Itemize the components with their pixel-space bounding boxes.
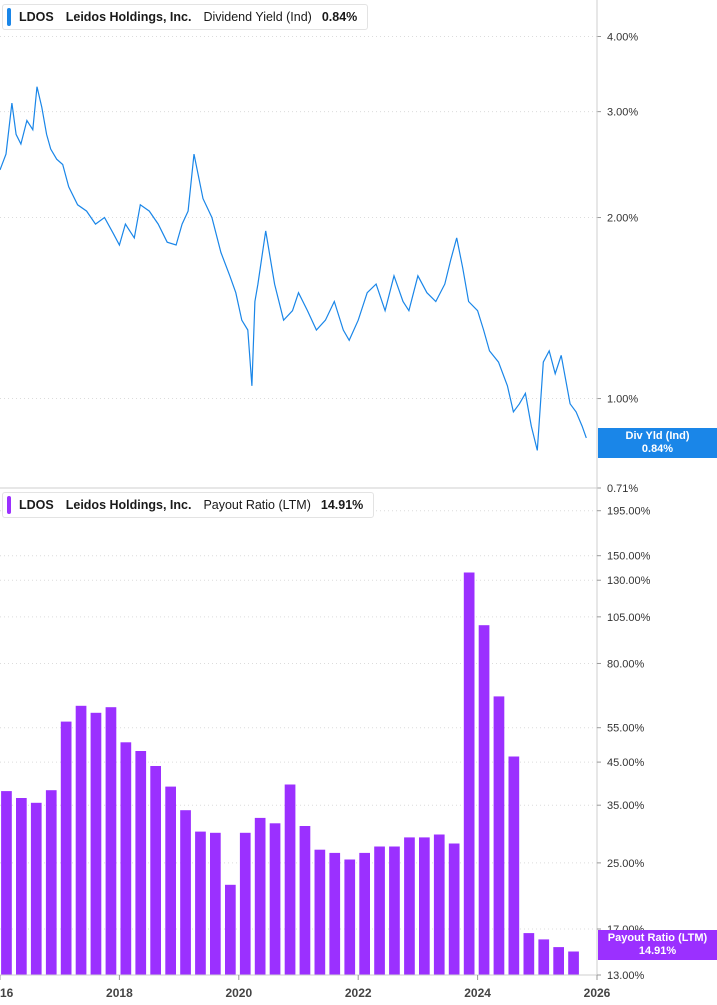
payout-badge-label: Payout Ratio (LTM) — [607, 932, 708, 944]
yield-badge-value: 0.84% — [641, 443, 674, 455]
payout-y-tick-label: 13.00% — [607, 970, 645, 982]
x-tick-label: 2020 — [225, 986, 252, 1000]
payout-y-tick-label: 25.00% — [607, 858, 645, 870]
payout-bar — [463, 572, 475, 975]
x-tick-label: 2018 — [106, 986, 133, 1000]
payout-legend-value: 14.91% — [320, 498, 364, 512]
payout-bar — [553, 947, 564, 975]
yield-badge-label: Div Yld (Ind) — [625, 430, 690, 442]
payout-bar — [210, 832, 221, 975]
payout-legend-ticker: LDOS — [19, 498, 54, 512]
payout-legend: LDOS Leidos Holdings, Inc. Payout Ratio … — [2, 492, 375, 518]
payout-bar — [135, 751, 147, 975]
yield-legend-value: 0.84% — [321, 10, 358, 24]
payout-y-tick-label: 195.00% — [607, 506, 651, 518]
payout-bar — [165, 786, 176, 975]
payout-badge: Payout Ratio (LTM) 14.91% — [598, 930, 717, 960]
yield-y-tick-label: 2.00% — [607, 213, 638, 225]
payout-bar — [150, 766, 161, 975]
x-tick-label: 2016 — [0, 986, 14, 1000]
yield-y-axis: 0.71% 1.00% 2.00% 3.00% 4.00% — [597, 32, 638, 495]
payout-bar — [493, 696, 505, 975]
yield-legend-swatch — [7, 8, 11, 26]
payout-bar — [538, 939, 550, 975]
payout-bar — [225, 884, 236, 975]
payout-bar — [60, 721, 72, 975]
yield-badge: Div Yld (Ind) 0.84% — [598, 428, 717, 458]
yield-y-tick-label: 1.00% — [607, 394, 638, 406]
payout-bar — [195, 831, 206, 975]
payout-bar — [433, 834, 445, 975]
yield-y-tick-label: 4.00% — [607, 32, 638, 44]
payout-bar — [105, 707, 117, 975]
payout-y-tick-label: 130.00% — [607, 575, 651, 587]
x-tick-label: 2022 — [345, 986, 372, 1000]
payout-y-tick-label: 35.00% — [607, 800, 645, 812]
payout-bar — [523, 933, 535, 975]
payout-bar — [16, 798, 27, 975]
payout-bar — [314, 849, 326, 975]
dividend-yield-line — [0, 86, 587, 451]
payout-bar — [374, 846, 385, 975]
payout-bar — [180, 810, 191, 975]
payout-bar — [344, 859, 356, 975]
payout-bar — [120, 742, 132, 975]
payout-bar — [419, 837, 430, 975]
payout-bar — [30, 802, 42, 975]
payout-badge-value: 14.91% — [638, 945, 677, 957]
payout-bar — [404, 837, 415, 975]
payout-bar — [1, 791, 12, 975]
payout-bar — [269, 823, 281, 975]
payout-legend-swatch — [7, 496, 11, 514]
payout-y-tick-label: 150.00% — [607, 551, 651, 563]
payout-gridlines — [0, 510, 597, 976]
payout-bar — [508, 756, 520, 975]
payout-bar — [389, 846, 400, 975]
yield-y-tick-label: 0.71% — [607, 483, 638, 495]
payout-y-tick-label: 55.00% — [607, 723, 645, 735]
yield-y-tick-label: 3.00% — [607, 107, 638, 119]
payout-bar — [568, 951, 579, 975]
payout-legend-metric: Payout Ratio (LTM) — [203, 498, 311, 512]
payout-y-tick-label: 80.00% — [607, 658, 645, 670]
payout-bar — [448, 843, 460, 975]
payout-bar — [284, 784, 296, 975]
payout-bar — [254, 817, 266, 975]
payout-bars — [1, 572, 579, 975]
yield-gridlines — [0, 36, 597, 489]
payout-y-tick-label: 105.00% — [607, 612, 651, 624]
yield-legend: LDOS Leidos Holdings, Inc. Dividend Yiel… — [2, 4, 369, 30]
x-tick-label: 2026 — [584, 986, 611, 1000]
payout-y-tick-label: 45.00% — [607, 757, 645, 769]
yield-legend-metric: Dividend Yield (Ind) — [203, 10, 312, 24]
yield-legend-ticker: LDOS — [19, 10, 54, 24]
yield-legend-company: Leidos Holdings, Inc. — [65, 10, 192, 24]
payout-bar — [478, 625, 490, 975]
x-tick-label: 2024 — [464, 986, 491, 1000]
x-axis: 2016 2018 2020 2022 2024 2026 — [0, 975, 611, 1000]
payout-bar — [45, 790, 57, 975]
payout-bar — [299, 826, 311, 975]
payout-bar — [239, 832, 251, 975]
payout-bar — [90, 712, 102, 975]
payout-bar — [329, 852, 341, 975]
payout-bar — [75, 705, 87, 975]
payout-legend-company: Leidos Holdings, Inc. — [65, 498, 192, 512]
payout-y-axis: 13.00%17.00%25.00%35.00%45.00%55.00%80.0… — [597, 506, 651, 982]
payout-bar — [359, 852, 370, 975]
